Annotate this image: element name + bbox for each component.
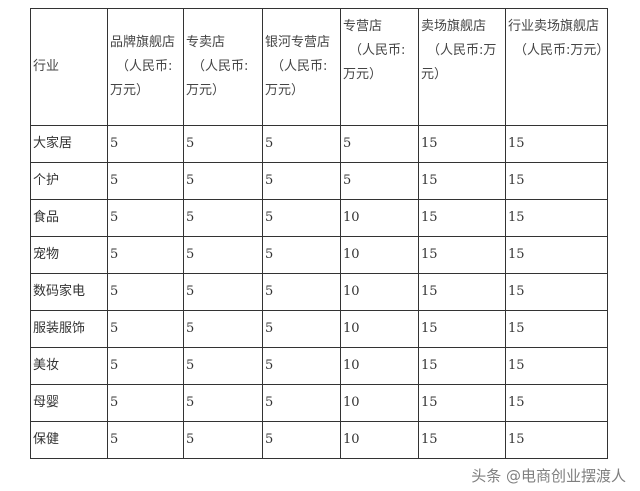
fee-cell: 5 [107,347,184,385]
fee-cell: 5 [183,125,263,163]
fee-cell: 15 [505,384,608,422]
industry-cell: 食品 [30,199,108,237]
column-header-name: 卖场旗舰店 [421,19,487,34]
fee-cell: 15 [418,421,506,459]
fee-cell: 5 [183,236,263,274]
column-header: 行业卖场旗舰店 （人民币:万元） [505,8,610,126]
column-header: 银河专营店 （人民币:万元） [262,8,341,126]
table-row: 食品 5 5 5 10 15 15 [30,199,608,237]
fee-cell: 5 [262,384,341,422]
column-header-name: 品牌旗舰店 [110,35,176,50]
header-row: 行业 品牌旗舰店 （人民币:万元） 专卖店 （人民币:万元） 银河专营店 （人民币:万元）专… [30,8,610,126]
fee-cell: 10 [340,199,419,237]
column-header-name: 行业卖场旗舰店 [508,19,600,34]
fee-cell: 15 [505,125,608,163]
industry-cell: 数码家电 [30,273,108,311]
fee-cell: 5 [107,125,184,163]
fee-cell: 5 [183,199,263,237]
fee-cell: 15 [418,125,506,163]
fee-cell: 15 [505,273,608,311]
fee-cell: 5 [107,384,184,422]
fee-cell: 5 [107,421,184,459]
table-row: 个护 5 5 5 5 15 15 [30,162,608,200]
table-row: 保健 5 5 5 10 15 15 [30,421,608,459]
table-row: 服装服饰 5 5 5 10 15 15 [30,310,608,348]
fee-cell: 15 [418,162,506,200]
fee-cell: 15 [505,199,608,237]
fee-table: 行业 品牌旗舰店 （人民币:万元） 专卖店 （人民币:万元） 银河专营店 （人民币:万元）专… [30,8,610,459]
fee-cell: 5 [262,273,341,311]
fee-cell: 5 [183,384,263,422]
fee-cell: 5 [107,273,184,311]
table-row: 大家居 5 5 5 5 15 15 [30,125,608,163]
fee-cell: 15 [505,162,608,200]
fee-cell: 5 [107,162,184,200]
fee-cell: 5 [262,162,341,200]
column-header-unit: （人民币:万元） [265,59,328,98]
column-header-name: 专营店 [343,19,383,34]
fee-cell: 15 [505,236,608,274]
column-header-unit: （人民币:万元） [343,43,406,82]
fee-cell: 10 [340,384,419,422]
fee-cell: 15 [418,273,506,311]
fee-cell: 15 [505,347,608,385]
fee-cell: 5 [107,199,184,237]
column-header: 品牌旗舰店 （人民币:万元） [107,8,184,126]
column-header: 专卖店 （人民币:万元） [183,8,263,126]
fee-cell: 5 [183,421,263,459]
fee-cell: 5 [262,199,341,237]
fee-cell: 15 [505,310,608,348]
fee-cell: 15 [418,236,506,274]
column-header: 专营店 （人民币:万元） [340,8,419,126]
fee-cell: 10 [340,273,419,311]
fee-cell: 10 [340,347,419,385]
table-row: 宠物 5 5 5 10 15 15 [30,236,608,274]
column-header-name: 行业 [33,59,60,74]
industry-cell: 美妆 [30,347,108,385]
fee-cell: 5 [183,347,263,385]
fee-cell: 5 [183,310,263,348]
fee-cell: 5 [262,125,341,163]
fee-cell: 10 [340,310,419,348]
fee-cell: 5 [340,162,419,200]
fee-cell: 5 [107,236,184,274]
fee-cell: 5 [262,347,341,385]
fee-cell: 15 [418,310,506,348]
industry-cell: 个护 [30,162,108,200]
fee-cell: 5 [262,421,341,459]
fee-cell: 10 [340,236,419,274]
industry-cell: 宠物 [30,236,108,274]
fee-cell: 5 [262,236,341,274]
table-row: 数码家电 5 5 5 10 15 15 [30,273,608,311]
column-header-unit: （人民币:万元） [110,59,173,98]
fee-cell: 5 [262,310,341,348]
fee-cell: 5 [107,310,184,348]
industry-cell: 保健 [30,421,108,459]
fee-cell: 10 [340,421,419,459]
column-header: 行业 [30,8,108,126]
watermark: 头条 @电商创业摆渡人 [471,467,626,485]
column-header-unit: （人民币:万元） [421,43,497,82]
industry-cell: 服装服饰 [30,310,108,348]
fee-cell: 15 [418,199,506,237]
column-header-unit: （人民币:万元） [514,43,610,58]
industry-cell: 母婴 [30,384,108,422]
column-header-name: 专卖店 [186,35,226,50]
column-header-unit: （人民币:万元） [186,59,249,98]
table-row: 美妆 5 5 5 10 15 15 [30,347,608,385]
industry-cell: 大家居 [30,125,108,163]
column-header-name: 银河专营店 [265,35,331,50]
fee-cell: 5 [183,162,263,200]
fee-cell: 15 [418,384,506,422]
fee-cell: 15 [505,421,608,459]
fee-cell: 15 [418,347,506,385]
fee-cell: 5 [340,125,419,163]
column-header: 卖场旗舰店 （人民币:万元） [418,8,506,126]
table-row: 母婴 5 5 5 10 15 15 [30,384,608,422]
fee-cell: 5 [183,273,263,311]
